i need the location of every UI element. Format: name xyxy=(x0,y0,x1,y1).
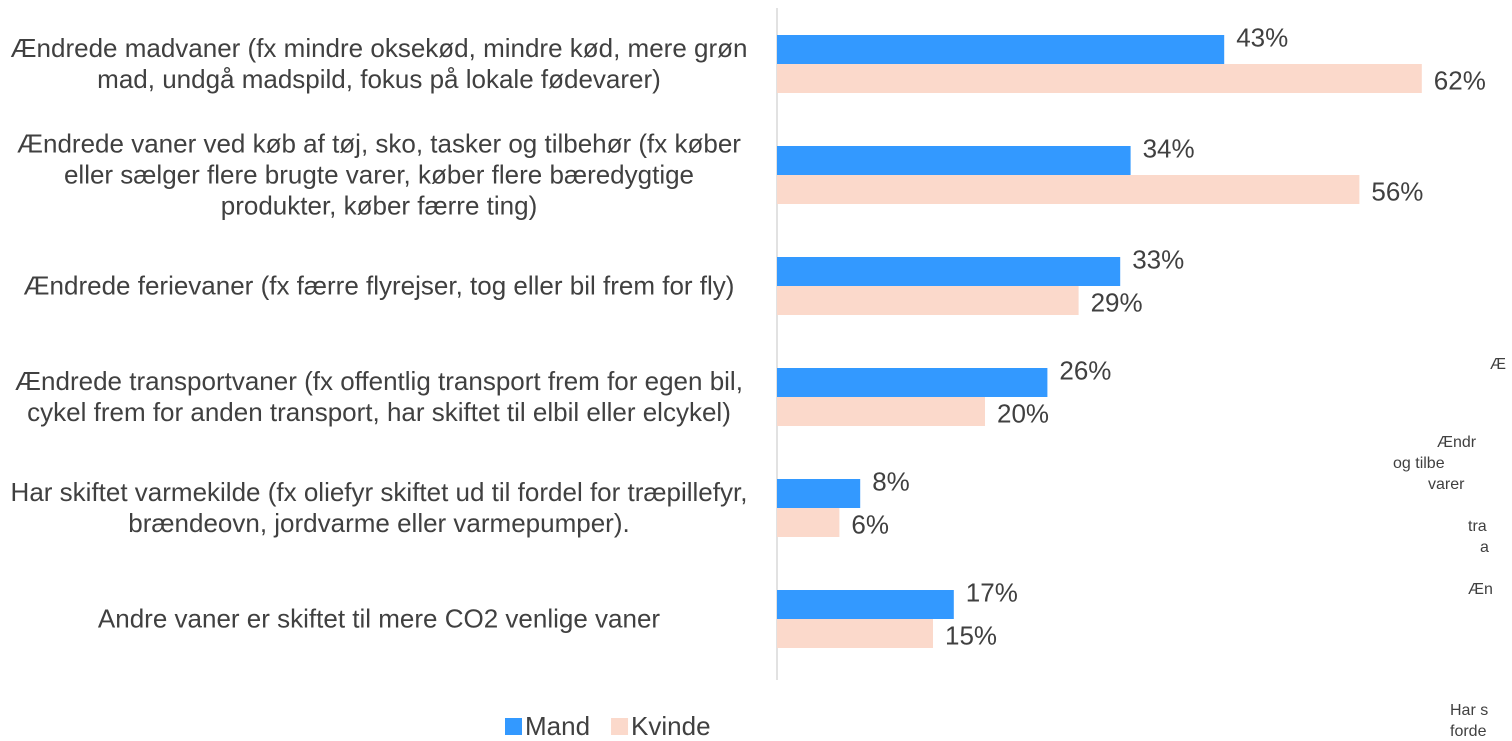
bar xyxy=(777,146,1131,175)
bar xyxy=(777,368,1048,397)
bar xyxy=(777,35,1225,64)
cropped-text: Ændr xyxy=(1437,434,1477,451)
data-label: 20% xyxy=(997,398,1049,428)
data-label: 33% xyxy=(1132,244,1184,274)
legend-label: Mand xyxy=(525,711,590,741)
cropped-text: tra xyxy=(1468,518,1487,535)
bar xyxy=(777,508,840,537)
bar xyxy=(777,257,1121,286)
cropped-text: Har s xyxy=(1450,702,1488,719)
bar xyxy=(777,175,1360,204)
data-label: 34% xyxy=(1143,133,1195,163)
bar xyxy=(777,590,954,619)
legend-label: Kvinde xyxy=(631,711,711,741)
cropped-text: a xyxy=(1480,539,1489,556)
cropped-text: Æ xyxy=(1490,356,1506,373)
cropped-text: forde xyxy=(1450,723,1487,740)
category-label: Har skiftet varmekilde (fx oliefyr skift… xyxy=(10,477,748,538)
data-label: 8% xyxy=(872,466,910,496)
bar xyxy=(777,619,933,648)
cropped-text: Æn xyxy=(1468,581,1493,598)
data-label: 56% xyxy=(1371,176,1423,206)
category-label: Andre vaner er skiftet til mere CO2 venl… xyxy=(97,603,661,634)
data-label: 43% xyxy=(1236,22,1288,52)
data-label: 17% xyxy=(966,577,1018,607)
cropped-text: varer xyxy=(1428,476,1465,493)
category-label: Ændrede vaner ved køb af tøj, sko, taske… xyxy=(17,128,741,221)
data-label: 6% xyxy=(851,509,889,539)
data-label: 62% xyxy=(1434,65,1486,95)
data-label: 15% xyxy=(945,620,997,650)
bar xyxy=(777,286,1079,315)
data-label: 29% xyxy=(1091,287,1143,317)
data-label: 26% xyxy=(1059,355,1111,385)
bar xyxy=(777,64,1422,93)
legend-swatch xyxy=(505,718,522,735)
cropped-text: og tilbe xyxy=(1393,455,1445,472)
bar xyxy=(777,397,985,426)
category-label: Ændrede madvaner (fx mindre oksekød, min… xyxy=(10,33,748,94)
category-label: Ændrede transportvaner (fx offentlig tra… xyxy=(15,366,743,427)
bar xyxy=(777,479,861,508)
legend-swatch xyxy=(611,718,629,735)
category-label: Ændrede ferievaner (fx færre flyrejser, … xyxy=(23,270,735,301)
